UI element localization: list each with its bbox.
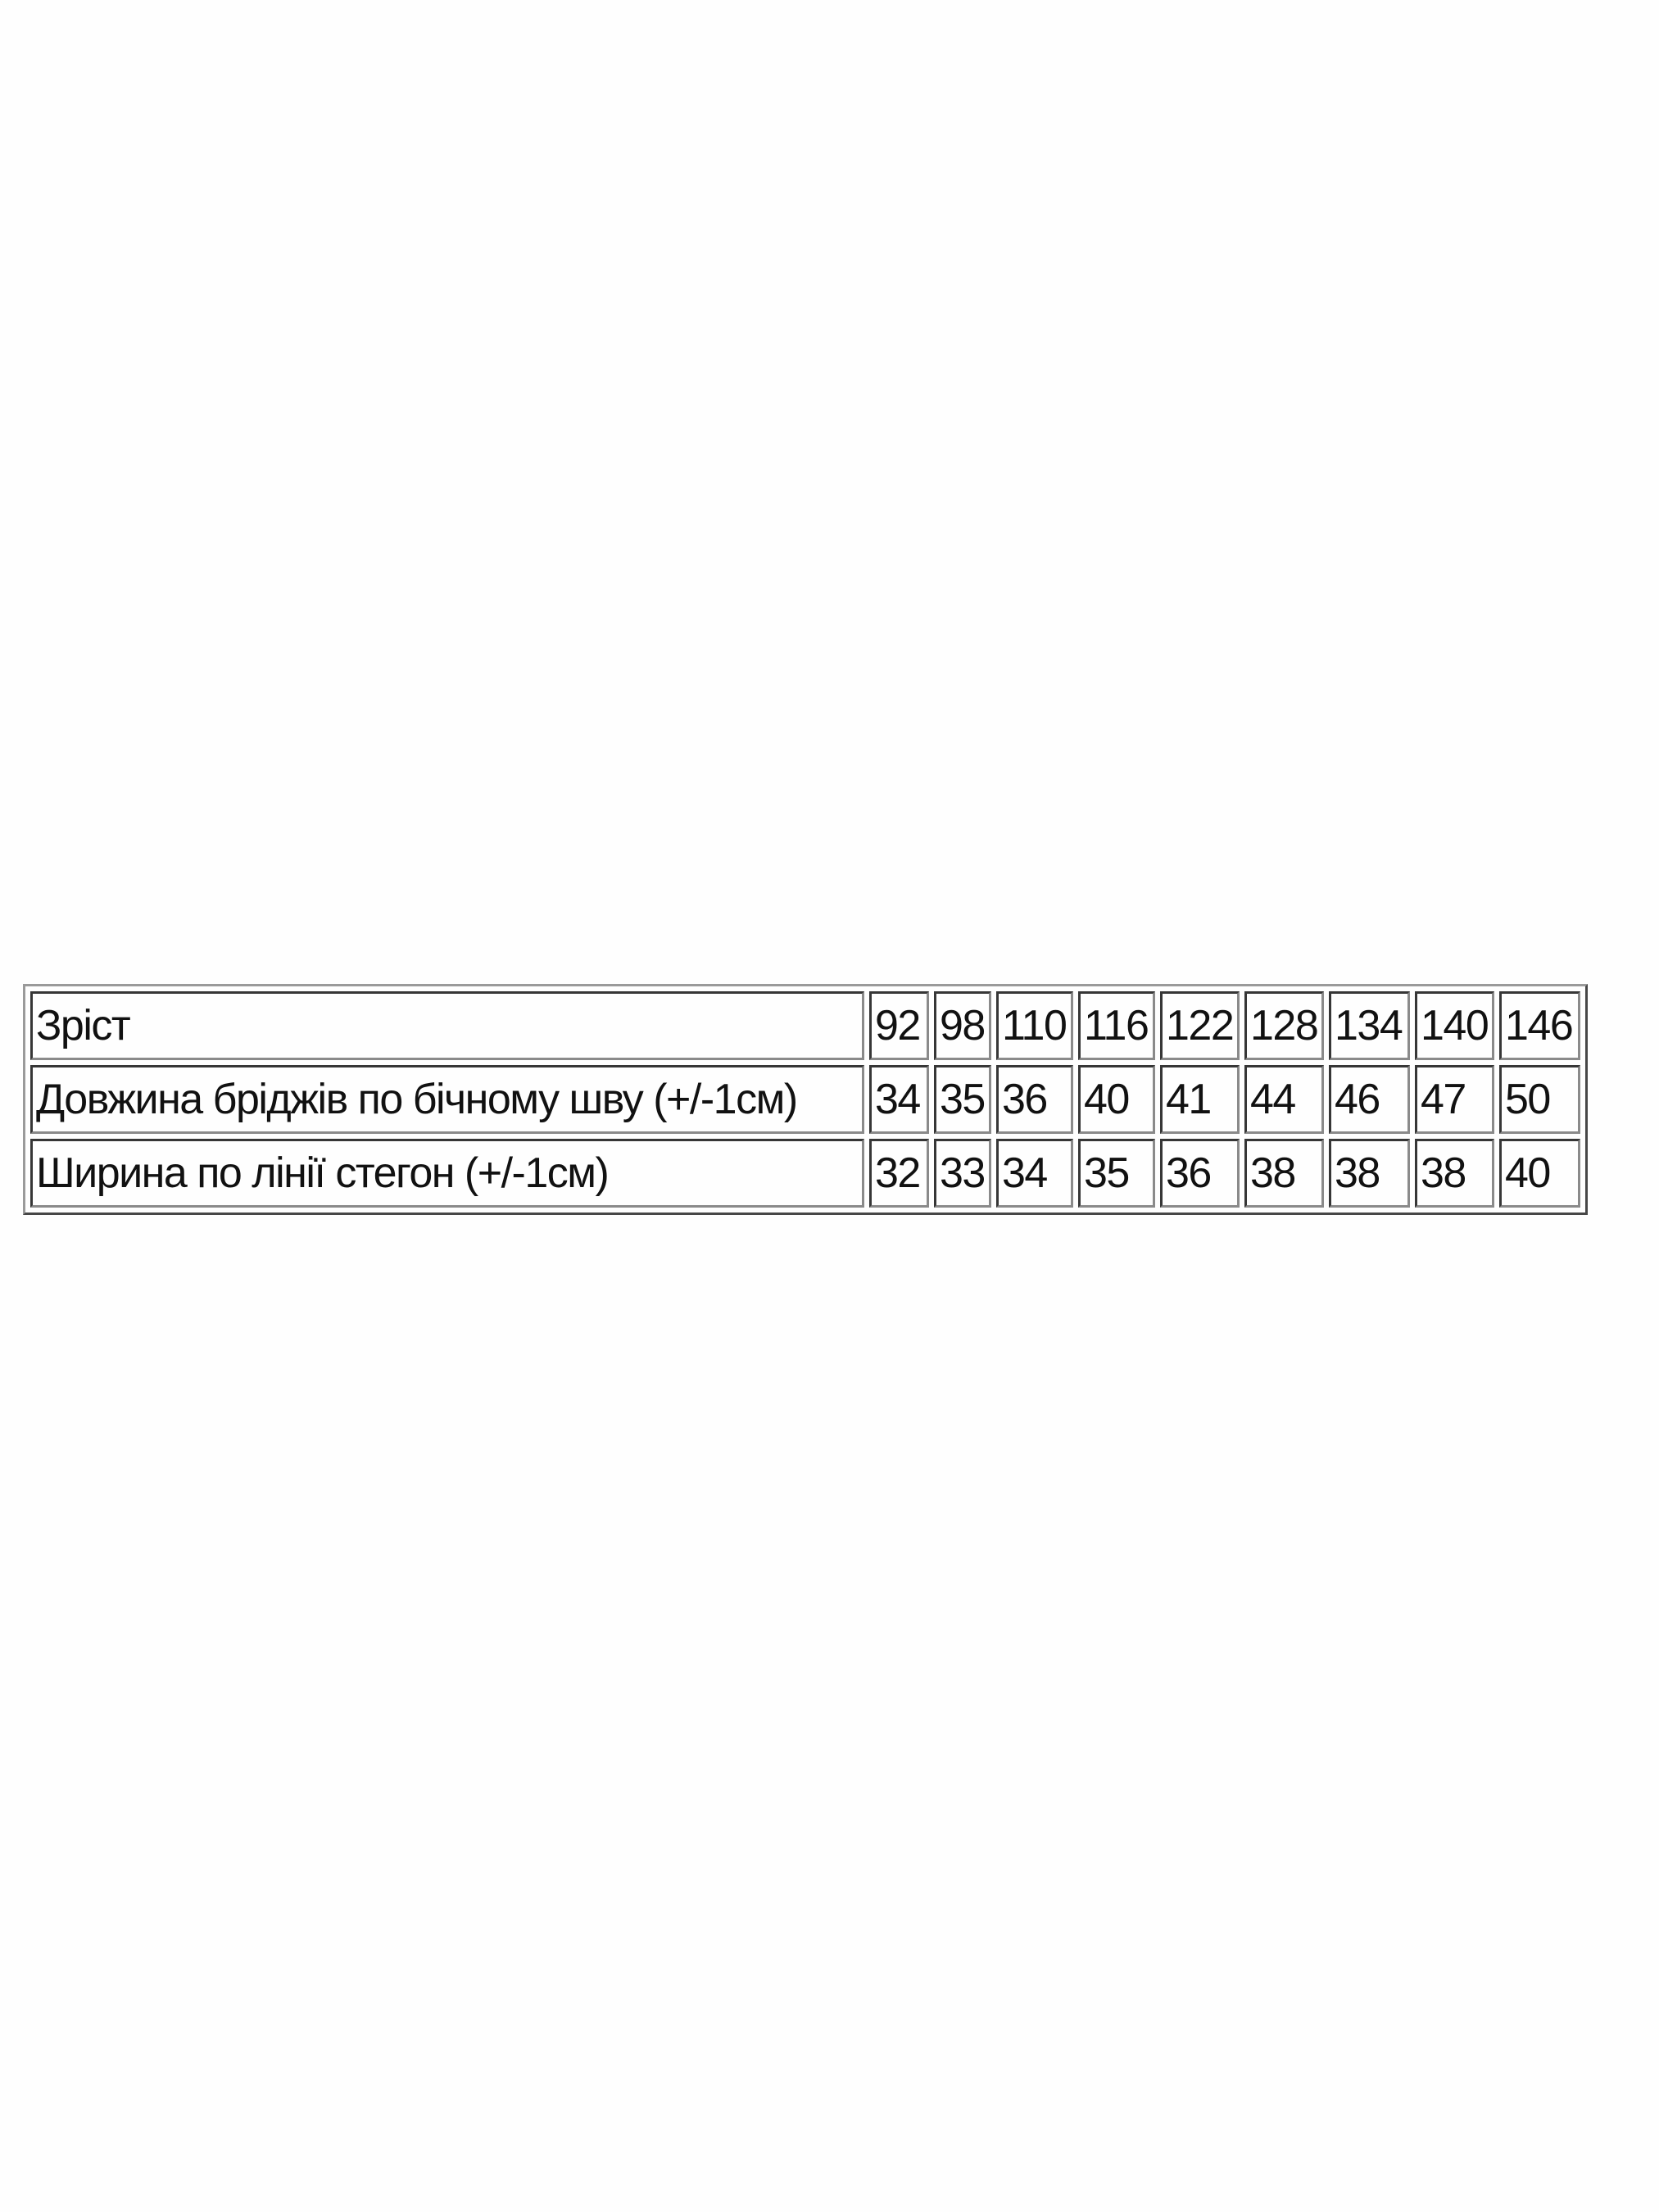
table-cell: 35 (934, 1065, 991, 1134)
table-cell: 134 (1329, 991, 1410, 1060)
table-cell: 40 (1499, 1139, 1580, 1208)
table-cell: 92 (869, 991, 929, 1060)
height-row: Зріст 92 98 110 116 122 128 134 140 146 (30, 991, 1580, 1060)
table-cell: 50 (1499, 1065, 1580, 1134)
table-cell: 41 (1160, 1065, 1240, 1134)
row-label: Ширина по лінії стегон (+/-1см) (30, 1139, 864, 1208)
table-cell: 47 (1415, 1065, 1494, 1134)
table-cell: 98 (934, 991, 991, 1060)
breeches-length-row: Довжина бріджів по бічному шву (+/-1см) 3… (30, 1065, 1580, 1134)
table-cell: 44 (1244, 1065, 1324, 1134)
size-chart-table: Зріст 92 98 110 116 122 128 134 140 146 Довжина бр… (23, 984, 1588, 1215)
table-cell: 36 (996, 1065, 1073, 1134)
table-cell: 38 (1329, 1139, 1410, 1208)
table-cell: 38 (1415, 1139, 1494, 1208)
row-label: Довжина бріджів по бічному шву (+/-1см) (30, 1065, 864, 1134)
table-cell: 122 (1160, 991, 1240, 1060)
table-cell: 35 (1078, 1139, 1155, 1208)
table-cell: 34 (869, 1065, 929, 1134)
table-cell: 36 (1160, 1139, 1240, 1208)
table-cell: 32 (869, 1139, 929, 1208)
table-cell: 110 (996, 991, 1073, 1060)
table-cell: 140 (1415, 991, 1494, 1060)
table-cell: 46 (1329, 1065, 1410, 1134)
table-cell: 34 (996, 1139, 1073, 1208)
table-cell: 38 (1244, 1139, 1324, 1208)
table-cell: 33 (934, 1139, 991, 1208)
table-cell: 40 (1078, 1065, 1155, 1134)
table-cell: 146 (1499, 991, 1580, 1060)
table-cell: 116 (1078, 991, 1155, 1060)
row-label: Зріст (30, 991, 864, 1060)
hip-width-row: Ширина по лінії стегон (+/-1см) 32 33 34 35 3… (30, 1139, 1580, 1208)
table-cell: 128 (1244, 991, 1324, 1060)
